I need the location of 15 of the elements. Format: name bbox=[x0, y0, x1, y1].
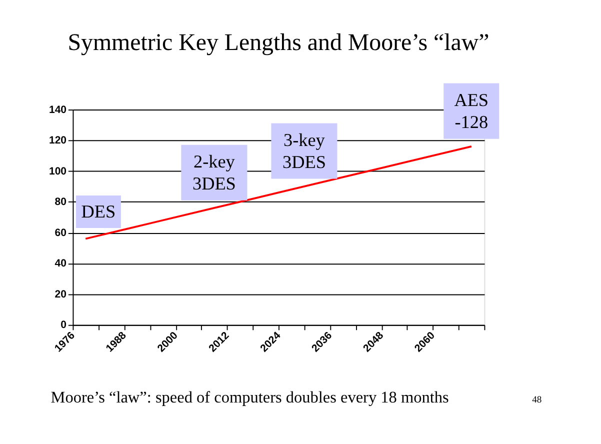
y-tick-label: 20 bbox=[54, 288, 67, 300]
y-tick-label: 40 bbox=[54, 258, 67, 270]
text: 48 bbox=[532, 394, 542, 406]
annotation: 2-key 3DES bbox=[192, 151, 236, 194]
y-tick-label: 80 bbox=[54, 196, 67, 208]
y-tick-label: 60 bbox=[54, 226, 67, 239]
y-tick-label: 120 bbox=[48, 134, 67, 147]
y-tick-label: 0 bbox=[60, 319, 67, 332]
text: Moore’s “law”: speed of computers doubles every 18 months bbox=[50, 388, 449, 406]
chart-title: Symmetric Key Lengths and Moore’s “law” bbox=[68, 30, 490, 56]
annotation: 3-key 3DES bbox=[282, 130, 326, 172]
y-tick-label: 100 bbox=[48, 165, 67, 178]
annotation: AES -128 bbox=[454, 90, 489, 132]
annotation: DES bbox=[81, 201, 116, 222]
y-tick-label: 140 bbox=[48, 104, 67, 116]
